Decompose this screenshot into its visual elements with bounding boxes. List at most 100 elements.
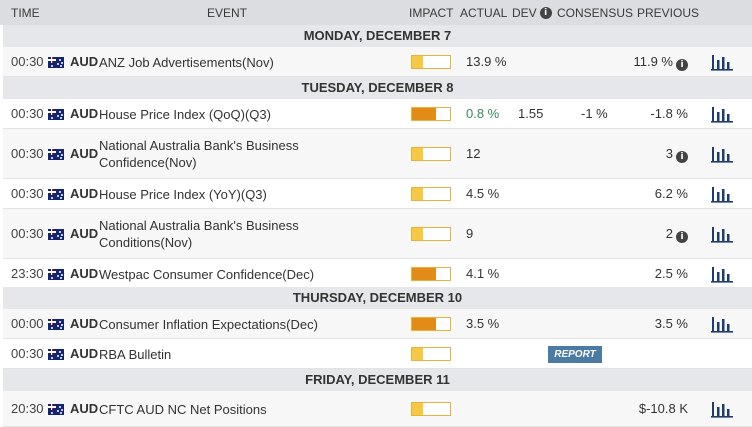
impact-fill [412, 318, 436, 330]
actual-value: 0.8 % [466, 106, 500, 121]
previous-value-text: -1.8 % [650, 106, 688, 121]
event-name[interactable]: National Australia Bank's Business Condit… [99, 217, 299, 251]
header-dev: DEV i [512, 6, 552, 20]
previous-value: 11.9 % i [633, 54, 688, 71]
actual-value: 9 [466, 226, 474, 241]
header-previous: PREVIOUS [637, 6, 700, 20]
bar-chart-icon-svg [711, 267, 733, 283]
bar-chart-icon[interactable] [710, 399, 734, 419]
bar-chart-icon-svg [711, 402, 733, 418]
impact-fill [412, 268, 436, 280]
table-header: TIME EVENT IMPACT ACTUAL DEV i CONSENSUS… [0, 0, 752, 25]
australia-flag-icon [48, 403, 64, 415]
australia-flag-icon [48, 318, 64, 330]
table-row[interactable]: 20:30 AUD CFTC AUD NC Net Positions $-10.8 … [3, 391, 752, 427]
table-row[interactable]: 00:30 AUD National Australia Bank's Busine… [3, 209, 752, 259]
event-time: 20:30 [11, 401, 44, 416]
previous-value-text: $-10.8 K [638, 401, 688, 416]
previous-value: 6.2 % [655, 186, 688, 201]
bar-chart-icon-svg [711, 187, 733, 203]
impact-fill [412, 108, 436, 120]
table-row[interactable]: 00:30 AUD House Price Index (QoQ)(Q3) 0.8 %… [3, 99, 752, 129]
event-currency: AUD [70, 146, 99, 161]
info-circle-icon[interactable]: i [676, 231, 688, 243]
previous-value-text: 2.5 % [654, 266, 688, 281]
previous-value: $-10.8 K [639, 401, 688, 416]
bar-chart-icon[interactable] [710, 52, 734, 72]
event-name[interactable]: RBA Bulletin [99, 347, 172, 362]
info-circle-icon[interactable]: i [676, 151, 688, 163]
report-button[interactable]: REPORT [548, 345, 602, 363]
bar-chart-icon-svg [711, 227, 733, 243]
event-currency: AUD [70, 106, 99, 121]
table-row[interactable]: 00:30 AUD House Price Index (YoY)(Q3) 4.5 %… [3, 179, 752, 209]
event-name[interactable]: House Price Index (YoY)(Q3) [99, 187, 267, 202]
bar-chart-icon[interactable] [710, 104, 734, 124]
bar-chart-icon-svg [711, 317, 733, 333]
event-name-line: National Australia Bank's Business [99, 218, 299, 233]
table-row[interactable]: 00:30 AUD National Australia Bank's Busine… [3, 129, 752, 179]
day-header: THURSDAY, DECEMBER 10 [3, 287, 752, 309]
bar-chart-icon[interactable] [710, 144, 734, 164]
impact-bar [411, 402, 451, 416]
event-time: 00:30 [11, 346, 44, 361]
event-currency: AUD [70, 346, 99, 361]
event-time: 00:30 [11, 54, 44, 69]
actual-value: 4.5 % [466, 186, 500, 201]
australia-flag-icon [48, 348, 64, 360]
previous-value: -1.8 % [650, 106, 688, 121]
event-time: 00:30 [11, 146, 44, 161]
australia-flag-icon [48, 188, 64, 200]
impact-bar [411, 147, 451, 161]
previous-value-text: 3.5 % [654, 316, 688, 331]
event-currency: AUD [70, 401, 99, 416]
impact-fill [412, 348, 424, 360]
impact-bar [411, 227, 451, 241]
table-row[interactable]: 00:30 AUD RBA Bulletin REPORT [3, 339, 752, 369]
header-actual: ACTUAL [460, 6, 508, 20]
australia-flag-icon [48, 268, 64, 280]
event-time: 00:30 [11, 226, 44, 241]
bar-chart-icon[interactable] [710, 184, 734, 204]
actual-value: 3.5 % [466, 316, 500, 331]
event-currency: AUD [70, 316, 99, 331]
bar-chart-icon[interactable] [710, 224, 734, 244]
table-row[interactable]: 00:30 AUD ANZ Job Advertisements(Nov) 13.9 … [3, 47, 752, 77]
table-row[interactable]: 00:00 AUD Consumer Inflation Expectations(… [3, 309, 752, 339]
impact-fill [412, 188, 424, 200]
actual-value: 13.9 % [466, 54, 507, 69]
event-time: 00:00 [11, 316, 44, 331]
actual-value: 12 [466, 146, 481, 161]
table-row[interactable]: 23:30 AUD Westpac Consumer Confidence(Dec)… [3, 259, 752, 289]
header-consensus: CONSENSUS [557, 6, 634, 20]
event-time: 23:30 [11, 266, 44, 281]
impact-fill [412, 148, 424, 160]
events-table: MONDAY, DECEMBER 7 00:30 AUD ANZ Job Advert… [3, 25, 752, 427]
impact-fill [412, 56, 424, 68]
info-circle-icon[interactable]: i [539, 7, 552, 19]
australia-flag-icon [48, 108, 64, 120]
info-circle-icon[interactable]: i [676, 59, 688, 71]
impact-bar [411, 55, 451, 69]
event-name[interactable]: National Australia Bank's Business Confid… [99, 137, 299, 171]
event-name-line: National Australia Bank's Business [99, 138, 299, 153]
event-name[interactable]: Consumer Inflation Expectations(Dec) [99, 317, 318, 332]
event-currency: AUD [70, 226, 99, 241]
event-name[interactable]: Westpac Consumer Confidence(Dec) [99, 267, 315, 282]
australia-flag-icon [48, 148, 64, 160]
australia-flag-icon [48, 56, 64, 68]
bar-chart-icon[interactable] [710, 314, 734, 334]
event-name[interactable]: CFTC AUD NC Net Positions [99, 402, 267, 417]
bar-chart-icon[interactable] [710, 264, 734, 284]
consensus-value: -1 % [581, 106, 608, 121]
actual-value: 4.1 % [466, 266, 500, 281]
event-name[interactable]: ANZ Job Advertisements(Nov) [99, 55, 274, 70]
header-time: TIME [11, 6, 40, 20]
event-time: 00:30 [11, 186, 44, 201]
previous-value: 3.5 % [655, 316, 688, 331]
previous-value-text: 6.2 % [654, 186, 688, 201]
australia-flag-icon [48, 228, 64, 240]
event-name[interactable]: House Price Index (QoQ)(Q3) [99, 107, 271, 122]
